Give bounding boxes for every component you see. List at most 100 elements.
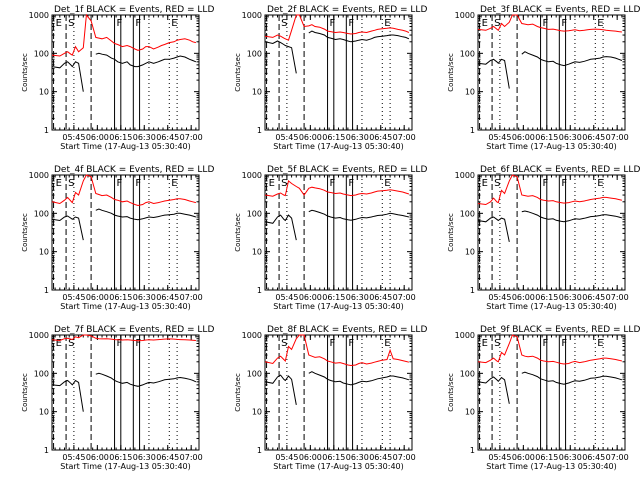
y-tick-label: 10: [39, 248, 49, 257]
event-marker-label: F: [135, 18, 141, 29]
x-tick-label: 06:15: [322, 453, 345, 462]
x-tick-label: 06:45: [156, 133, 179, 142]
event-marker-label: E: [269, 178, 275, 189]
x-axis-label: Start Time (17-Aug-13 05:30:40): [273, 302, 404, 311]
x-axis-label: Start Time (17-Aug-13 05:30:40): [60, 302, 191, 311]
x-tick-label: 05:45: [488, 293, 511, 302]
y-tick-label: 100: [460, 369, 475, 378]
plot-frame: [477, 174, 626, 291]
x-tick-label: 05:45: [62, 293, 85, 302]
x-tick-label: 05:45: [488, 133, 511, 142]
x-tick-label: 06:00: [512, 453, 535, 462]
event-marker-label: F: [135, 338, 141, 349]
y-tick-label: 10: [252, 248, 262, 257]
x-tick-label: 06:45: [582, 293, 605, 302]
y-tick-label: 100: [34, 49, 49, 58]
x-tick-label: 06:00: [299, 293, 322, 302]
event-marker-label: F: [330, 178, 336, 189]
event-marker-label: S: [68, 338, 74, 349]
event-marker-label: F: [543, 338, 549, 349]
chart-title: Det_6f BLACK = Events, RED = LLD: [480, 165, 640, 175]
y-tick-label: 1000: [455, 11, 475, 20]
x-tick-label: 07:00: [606, 453, 629, 462]
plot-frame: [51, 14, 200, 131]
x-tick-label: 06:00: [86, 293, 109, 302]
x-tick-label: 07:00: [180, 453, 203, 462]
x-tick-label: 07:00: [606, 293, 629, 302]
chart-panel: Det_9f BLACK = Events, RED = LLD 1 10 100 10…: [447, 325, 640, 471]
y-tick-label: 10: [39, 88, 49, 97]
x-tick-label: 06:15: [322, 293, 345, 302]
event-marker-label: E: [482, 338, 488, 349]
x-tick-label: 06:45: [369, 133, 392, 142]
x-tick-label: 06:15: [535, 133, 558, 142]
event-marker-label: F: [330, 338, 336, 349]
series-line-lld: [51, 13, 197, 57]
x-axis-label: Start Time (17-Aug-13 05:30:40): [60, 462, 191, 471]
y-tick-label: 1: [44, 286, 49, 295]
x-tick-label: 06:15: [109, 453, 132, 462]
series-line-lld: [51, 334, 196, 342]
x-tick-label: 06:45: [369, 293, 392, 302]
x-tick-label: 06:45: [582, 453, 605, 462]
series-line-events: [264, 209, 410, 241]
y-axis-label: Counts/sec: [21, 213, 29, 252]
x-tick-label: 06:30: [133, 453, 156, 462]
chart-panel: Det_6f BLACK = Events, RED = LLD 1 10 100 10…: [447, 165, 640, 311]
event-marker-label: S: [494, 178, 500, 189]
plot-frame: [51, 174, 200, 291]
event-marker-label: E: [384, 338, 390, 349]
x-tick-label: 06:15: [322, 133, 345, 142]
event-marker-label: F: [561, 18, 567, 29]
y-tick-label: 1: [257, 126, 262, 135]
series-line-events: [264, 30, 410, 74]
event-marker-label: S: [68, 18, 74, 29]
event-marker-label: E: [482, 178, 488, 189]
event-marker-label: E: [597, 18, 603, 29]
chart-title: Det_2f BLACK = Events, RED = LLD: [267, 5, 427, 15]
y-tick-label: 100: [247, 209, 262, 218]
y-axis-label: Counts/sec: [447, 213, 455, 252]
y-tick-label: 100: [247, 369, 262, 378]
x-axis-label: Start Time (17-Aug-13 05:30:40): [486, 462, 617, 471]
event-marker-label: E: [171, 18, 177, 29]
x-tick-label: 06:30: [346, 133, 369, 142]
x-tick-label: 06:00: [86, 133, 109, 142]
x-tick-label: 07:00: [393, 453, 416, 462]
x-tick-label: 05:45: [488, 453, 511, 462]
y-tick-label: 1000: [242, 171, 262, 180]
x-tick-label: 07:00: [393, 293, 416, 302]
x-tick-label: 07:00: [606, 133, 629, 142]
series-line-events: [477, 210, 623, 243]
event-marker-label: F: [543, 18, 549, 29]
event-marker-label: S: [494, 338, 500, 349]
chart-panel: Det_2f BLACK = Events, RED = LLD 1 10 100 10…: [234, 5, 427, 151]
x-tick-label: 06:00: [512, 133, 535, 142]
plot-frame: [264, 174, 413, 291]
event-marker-label: E: [384, 18, 390, 29]
event-marker-label: S: [494, 18, 500, 29]
y-tick-label: 100: [34, 369, 49, 378]
y-tick-label: 10: [252, 408, 262, 417]
x-axis-label: Start Time (17-Aug-13 05:30:40): [273, 142, 404, 151]
x-tick-label: 07:00: [180, 133, 203, 142]
x-tick-label: 07:00: [180, 293, 203, 302]
x-tick-label: 06:30: [559, 453, 582, 462]
event-marker-label: E: [56, 178, 62, 189]
event-marker-label: S: [281, 18, 287, 29]
y-tick-label: 10: [465, 248, 475, 257]
series-line-lld: [264, 14, 410, 41]
y-tick-label: 1000: [242, 11, 262, 20]
chart-title: Det_9f BLACK = Events, RED = LLD: [480, 325, 640, 335]
y-tick-label: 1000: [29, 11, 49, 20]
event-marker-label: F: [348, 338, 354, 349]
x-tick-label: 06:45: [156, 453, 179, 462]
plot-frame: [477, 334, 626, 451]
y-tick-label: 1: [470, 446, 475, 455]
x-axis-label: Start Time (17-Aug-13 05:30:40): [486, 302, 617, 311]
y-tick-label: 10: [39, 408, 49, 417]
x-tick-label: 06:15: [109, 133, 132, 142]
y-tick-label: 1: [470, 286, 475, 295]
series-line-lld: [477, 334, 623, 365]
x-tick-label: 06:30: [559, 133, 582, 142]
